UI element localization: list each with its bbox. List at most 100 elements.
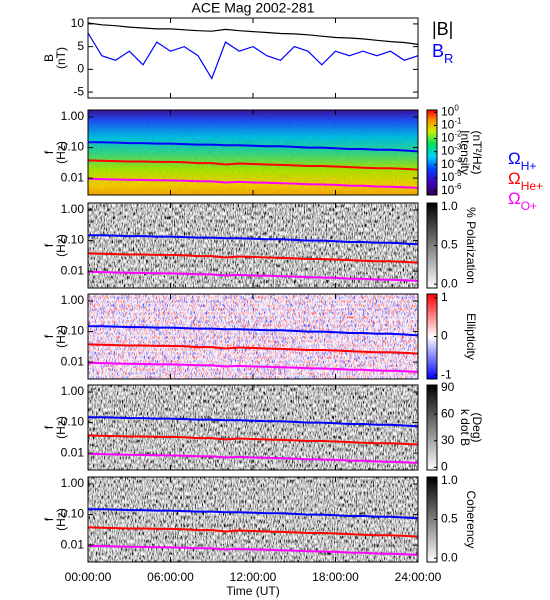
x-tick-label: 24:00:00 xyxy=(395,570,442,584)
gyrofrequency-legend: ΩHe+ xyxy=(508,169,543,193)
colorbar-tick-base: 10 xyxy=(441,157,455,171)
panel: 1.00 0.10 0.01 00:00:00 06:00:00 12:00:00 18:0… xyxy=(42,473,478,584)
spectrogram xyxy=(88,385,418,470)
colorbar xyxy=(426,384,438,471)
panel: 1.000.100.01f(Hz)10010-110-210-310-410-5… xyxy=(42,103,484,197)
colorbar-tick-base: 10 xyxy=(441,183,455,197)
colorbar-tick-exponent: -4 xyxy=(454,155,462,164)
y-tick-label: 10 xyxy=(71,16,85,30)
gyrofrequency-line xyxy=(88,270,418,282)
gyrofrequency-line xyxy=(88,141,418,153)
colorbar-tick-base: 10 xyxy=(441,170,455,184)
colorbar-tick-label: 1 xyxy=(441,290,448,304)
spectrogram xyxy=(88,294,418,379)
colorbar-tick-exponent: -3 xyxy=(454,142,462,151)
legend-label: BR xyxy=(432,41,453,66)
colorbar-tick-base: 10 xyxy=(441,131,455,145)
colorbar-label: Intensity xyxy=(458,130,472,175)
legend-label-text: |B| xyxy=(432,19,453,39)
gyrofrequency-line xyxy=(88,508,418,520)
y-tick-label: 1.00 xyxy=(61,476,85,490)
colorbar-tick-label: 0.5 xyxy=(441,512,458,526)
gyrofrequency-line xyxy=(88,343,418,355)
gyrofrequency-line xyxy=(88,252,418,264)
gyrofrequency-line xyxy=(88,452,418,464)
y-tick-label: 0.10 xyxy=(61,140,85,154)
colorbar-label: (Deg) xyxy=(470,412,484,442)
y-tick-label: 0.01 xyxy=(61,170,85,184)
gyrofrequency-line xyxy=(88,434,418,446)
y-tick-label: 1.00 xyxy=(61,384,85,398)
y-axis-label: f xyxy=(42,334,56,338)
y-tick-label: 0.10 xyxy=(61,324,85,338)
x-tick-label: 18:00:00 xyxy=(312,570,359,584)
colorbar-tick-base: 10 xyxy=(441,144,455,158)
gyrofrequency-line xyxy=(88,234,418,246)
colorbar-tick-exponent: -2 xyxy=(454,129,462,138)
plot-frame xyxy=(87,17,419,99)
y-tick-label: 0.10 xyxy=(61,415,85,429)
y-axis-label: (Hz) xyxy=(54,234,68,257)
spectrogram xyxy=(88,477,418,562)
y-tick-label: 0 xyxy=(77,62,84,76)
gyrofrequency-line xyxy=(88,361,418,373)
y-axis-label: f xyxy=(42,150,56,154)
colorbar-tick-label: 1.0 xyxy=(441,473,458,487)
colorbar-tick-label: 30 xyxy=(441,433,455,447)
panel: 1.00 0.10 0.01 f(Hz) 0 30 60 90 k dot B(Deg) xyxy=(42,380,484,474)
colorbar-label: (nT²/Hz) xyxy=(470,131,484,175)
colorbar-tick-exponent: 0 xyxy=(454,103,459,112)
colorbar-label: Ellipticity xyxy=(464,313,478,360)
gyrofrequency-line xyxy=(88,526,418,538)
colorbar-label: Coherency xyxy=(464,490,478,548)
chart-title: ACE Mag 2002-281 xyxy=(192,0,315,16)
colorbar-tick-label: -1 xyxy=(441,367,452,381)
colorbar-tick-label: 60 xyxy=(441,406,455,420)
colorbar-tick-label: 0.0 xyxy=(441,550,458,564)
gyrofrequency-line xyxy=(88,177,418,189)
panel: 1.00 0.10 0.01 f(Hz) -1 0 1 Ellipticity xyxy=(42,290,478,381)
colorbar-tick-exponent: -6 xyxy=(454,182,462,191)
colorbar-label: % Polarization xyxy=(464,207,478,284)
x-tick-label: 06:00:00 xyxy=(147,570,194,584)
y-axis-label: f xyxy=(42,517,56,521)
y-axis-label: f xyxy=(42,425,56,429)
y-tick-label: 5 xyxy=(77,39,84,53)
colorbar-tick-label: 10-4 xyxy=(441,155,462,171)
y-tick-label: 0.10 xyxy=(61,507,85,521)
y-axis-label: (nT) xyxy=(54,47,68,69)
y-axis-label: f xyxy=(42,243,56,247)
y-axis-label: (Hz) xyxy=(54,508,68,531)
gyrofrequency-legend-subscript: H+ xyxy=(521,159,537,173)
spectrogram xyxy=(88,203,418,288)
y-tick-label: 0.01 xyxy=(61,354,85,368)
y-axis-label: (Hz) xyxy=(54,416,68,439)
colorbar-tick-base: 10 xyxy=(441,104,455,118)
gyrofrequency-legend-subscript: He+ xyxy=(521,179,543,193)
colorbar-tick-label: 10-1 xyxy=(441,116,462,132)
colorbar-tick-label: 0.0 xyxy=(441,276,458,290)
y-tick-label: 1.00 xyxy=(61,293,85,307)
colorbar-tick-label: 90 xyxy=(441,380,455,394)
gyrofrequency-line xyxy=(88,159,418,171)
series-line xyxy=(88,32,418,80)
gyrofrequency-legend-text: Ω xyxy=(508,149,521,168)
legend-label-subscript: R xyxy=(444,51,453,66)
legend-label: |B| xyxy=(432,19,453,39)
spectrogram xyxy=(88,110,418,195)
colorbar-tick-label: 100 xyxy=(441,103,459,119)
gyrofrequency-legend-text: Ω xyxy=(508,189,521,208)
colorbar-tick-exponent: -1 xyxy=(454,116,462,125)
gyrofrequency-legend-subscript: O+ xyxy=(521,199,537,213)
y-tick-label: 0.10 xyxy=(61,233,85,247)
y-tick-label: 1.00 xyxy=(61,109,85,123)
y-axis-label: (Hz) xyxy=(54,141,68,164)
gyrofrequency-legend: ΩH+ xyxy=(508,149,536,173)
colorbar xyxy=(426,109,438,196)
gyrofrequency-line xyxy=(88,544,418,556)
gyrofrequency-legend: ΩO+ xyxy=(508,189,537,213)
gyrofrequency-line xyxy=(88,325,418,337)
colorbar-tick-base: 10 xyxy=(441,118,455,132)
